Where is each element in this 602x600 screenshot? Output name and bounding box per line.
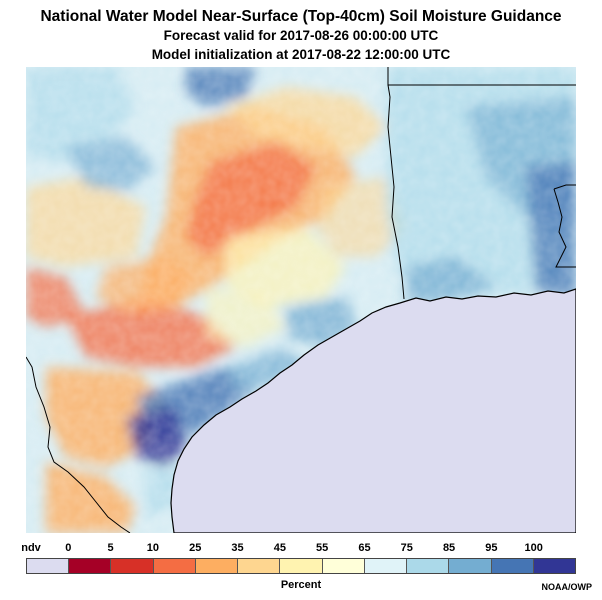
legend-swatch [69, 559, 112, 573]
border-line [553, 184, 576, 190]
map-title: National Water Model Near-Surface (Top-4… [40, 8, 562, 25]
legend-swatch [153, 559, 196, 573]
legend-tick-label: 85 [442, 542, 456, 554]
border-line [553, 188, 576, 268]
legend-tick-label: 45 [273, 542, 286, 554]
legend-swatch [364, 559, 408, 573]
legend-colorbar [26, 558, 576, 574]
state-borders [26, 67, 576, 533]
legend-label-ndv: ndv [21, 542, 41, 554]
border-line [26, 356, 131, 533]
legend-swatch [322, 559, 365, 573]
legend-tick-label: 95 [485, 542, 498, 554]
legend-tick-label: 5 [107, 542, 114, 554]
legend-swatch [111, 559, 154, 573]
legend-tick-label: 100 [524, 542, 543, 554]
legend-tick-label: 65 [358, 542, 371, 554]
border-line [387, 84, 405, 300]
legend-swatch [407, 559, 450, 573]
legend-tick-label: 55 [316, 542, 329, 554]
legend-swatch [195, 559, 239, 573]
legend-swatch [280, 559, 323, 573]
legend-tick-label: 0 [65, 542, 72, 554]
gulf-of-mexico [170, 288, 576, 533]
legend-swatch [238, 559, 281, 573]
legend-tick-label: 35 [231, 542, 244, 554]
forecast-valid-time: Forecast valid for 2017-08-26 00:00:00 U… [163, 28, 439, 43]
credit-label: NOAA/OWP [541, 582, 593, 592]
legend-tick-label: 75 [400, 542, 413, 554]
soil-moisture-map [26, 67, 576, 533]
legend-tick-label: 10 [146, 542, 160, 554]
map-title-block: National Water Model Near-Surface (Top-4… [0, 7, 602, 64]
legend-tick-label: 25 [189, 542, 202, 554]
legend-units: Percent [280, 579, 322, 591]
model-initialization-time: Model initialization at 2017-08-22 12:00… [151, 47, 451, 62]
legend-swatch [533, 559, 576, 573]
legend-swatch [449, 559, 492, 573]
legend-swatch [491, 559, 534, 573]
legend-labels: ndv 0 5 10 25 35 45 55 65 75 85 95 100 [0, 542, 602, 558]
legend-swatch [27, 559, 70, 573]
